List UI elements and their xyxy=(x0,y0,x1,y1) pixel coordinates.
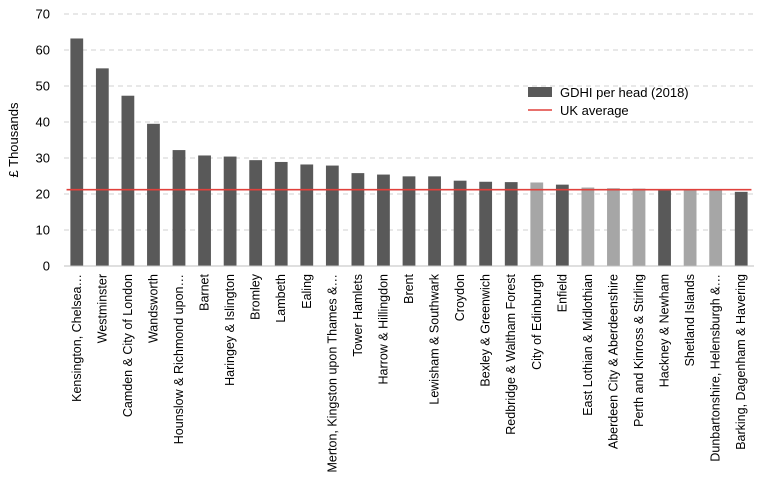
bar xyxy=(223,156,237,266)
category-label: Barking, Dagenham & Havering xyxy=(734,274,748,450)
y-tick-label: 60 xyxy=(36,43,50,58)
category-label: Hackney & Newham xyxy=(658,274,672,387)
y-axis-ticks: 0 10 20 30 40 50 60 70 xyxy=(36,7,50,274)
bar xyxy=(325,165,339,266)
y-tick-label: 40 xyxy=(36,115,50,130)
bar xyxy=(402,176,416,266)
bar xyxy=(632,188,646,266)
category-label: Bexley & Greenwich xyxy=(479,274,493,387)
bar xyxy=(581,187,595,266)
bar xyxy=(377,174,390,266)
category-label: Lambeth xyxy=(274,274,288,323)
category-label: Dunbartonshire, Helensburgh &… xyxy=(709,274,723,462)
bar xyxy=(95,68,109,266)
y-axis-title: £ Thousands xyxy=(6,102,21,177)
bar xyxy=(198,155,211,266)
bar xyxy=(70,38,84,267)
category-label: Brent xyxy=(402,273,416,303)
category-label: Haringey & Islington xyxy=(223,274,237,386)
legend-bar-label: GDHI per head (2018) xyxy=(560,85,689,100)
bar xyxy=(172,150,186,266)
category-label: Enfield xyxy=(555,274,569,312)
bar xyxy=(734,191,748,266)
y-tick-label: 20 xyxy=(36,187,50,202)
bar xyxy=(300,164,314,266)
category-label: Aberdeen City & Aberdeenshire xyxy=(606,274,620,449)
category-label: Wandsworth xyxy=(146,274,160,343)
bar xyxy=(709,190,723,266)
category-label: East Lothian & Midlothian xyxy=(581,274,595,416)
bar xyxy=(351,173,365,266)
category-label: Shetland Islands xyxy=(683,274,697,366)
category-label: Redbridge & Waltham Forest xyxy=(504,273,518,434)
category-label: Kensington, Chelsea… xyxy=(70,274,84,402)
bar xyxy=(658,190,671,266)
category-label: Hounslow & Richmond upon… xyxy=(172,274,186,444)
category-label: Lewisham & Southwark xyxy=(428,273,442,404)
category-label: Westminster xyxy=(95,274,109,343)
legend: GDHI per head (2018) UK average xyxy=(528,85,689,118)
category-label: Harrow & Hillingdon xyxy=(376,274,390,385)
bar xyxy=(249,160,263,266)
y-tick-label: 50 xyxy=(36,79,50,94)
category-labels: Kensington, Chelsea… Westminster Camden & … xyxy=(70,273,748,472)
bar xyxy=(530,182,544,266)
category-label: City of Edinburgh xyxy=(530,274,544,370)
y-tick-label: 10 xyxy=(36,223,50,238)
bar xyxy=(428,176,441,266)
category-label: Bromley xyxy=(249,273,263,320)
bar xyxy=(504,182,518,266)
category-label: Tower Hamlets xyxy=(351,274,365,357)
category-label: Ealing xyxy=(300,274,314,309)
bar xyxy=(607,188,620,266)
legend-line-label: UK average xyxy=(560,103,629,118)
bar xyxy=(453,180,467,266)
legend-bar-swatch xyxy=(528,87,552,97)
bar xyxy=(479,181,493,266)
category-label: Barnet xyxy=(198,273,212,310)
y-tick-label: 30 xyxy=(36,151,50,166)
category-label: Croydon xyxy=(453,274,467,321)
bar xyxy=(121,95,135,266)
category-label: Merton, Kingston upon Thames &… xyxy=(325,274,339,473)
bar xyxy=(683,190,697,266)
bar xyxy=(274,161,288,266)
bar xyxy=(555,184,569,266)
y-tick-label: 70 xyxy=(36,7,50,22)
bar xyxy=(147,123,160,266)
category-label: Perth and Kinross & Stirling xyxy=(632,274,646,427)
category-label: Camden & City of London xyxy=(121,274,135,417)
bars xyxy=(70,38,748,267)
y-tick-label: 0 xyxy=(43,259,50,274)
